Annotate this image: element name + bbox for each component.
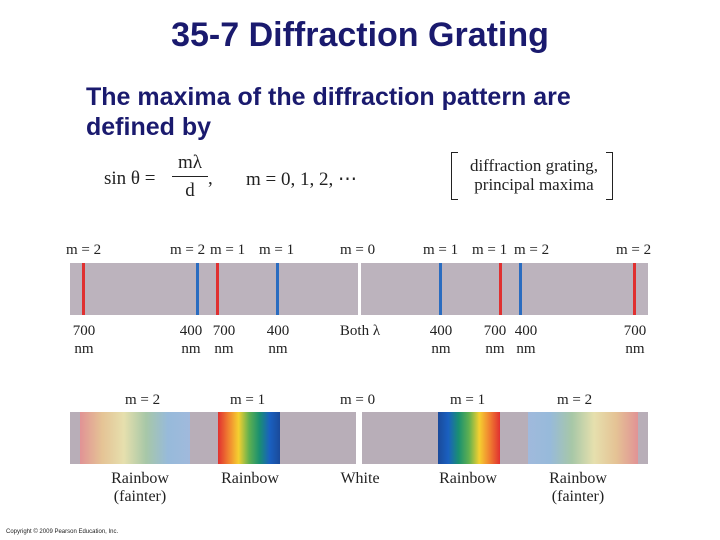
slide-title: 35-7 Diffraction Grating (171, 16, 549, 54)
spectrum-label: White (340, 470, 380, 487)
wavelength-label: 400 nm (266, 323, 290, 357)
spectral-line (633, 263, 636, 315)
spectral-line (519, 263, 522, 315)
wavelength-label: 700 nm (72, 323, 96, 357)
fig-a-order-label: m = 2 (170, 242, 206, 258)
bracket-line-2: principal maxima (474, 175, 594, 194)
rainbow-fainter-right (528, 412, 638, 464)
copyright-notice: Copyright © 2009 Pearson Education, Inc. (6, 529, 119, 535)
fig-b-order-label: m = 1 (450, 392, 486, 408)
fig-b-order-label: m = 2 (557, 392, 593, 408)
spectrum-label: Rainbow (221, 470, 279, 487)
wavelength-label: 400 nm (179, 323, 203, 357)
spectral-line (439, 263, 442, 315)
rainbow-left (218, 412, 280, 464)
spectrum-label: Rainbow (439, 470, 497, 487)
fig-b-order-label: m = 1 (230, 392, 266, 408)
line-spectrum-band (70, 263, 648, 315)
white-center (356, 412, 362, 464)
bracket-line-1: diffraction grating, (469, 156, 599, 175)
wavelength-label: 400 nm (429, 323, 453, 357)
equation-bracket-note: diffraction grating, principal maxima (451, 152, 613, 200)
spectral-line (499, 263, 502, 315)
fraction-bar (172, 176, 208, 177)
equation-numerator: mλ (178, 152, 202, 173)
spectral-line (276, 263, 279, 315)
right-bracket (606, 152, 613, 200)
fig-b-order-label: m = 0 (340, 392, 376, 408)
fig-a-order-label: m = 1 (472, 242, 508, 258)
equation-lhs: sin θ = (104, 168, 156, 189)
fig-b-order-label: m = 2 (125, 392, 161, 408)
spectral-line (82, 263, 85, 315)
spectrum-label: Rainbow (fainter) (111, 470, 169, 505)
fig-a-order-label: m = 1 (210, 242, 246, 258)
spectral-line (196, 263, 199, 315)
equation-comma: , (208, 168, 213, 189)
fig-a-order-label: m = 2 (514, 242, 550, 258)
wavelength-label: Both λ (339, 323, 381, 339)
rainbow-fainter-left (80, 412, 190, 464)
fig-a-order-label: m = 0 (340, 242, 376, 258)
left-bracket (451, 152, 458, 200)
wavelength-label: 400 nm (514, 323, 538, 357)
rainbow-right (438, 412, 500, 464)
wavelength-label: 700 nm (483, 323, 507, 357)
wavelength-label: 700 nm (623, 323, 647, 357)
fig-a-order-label: m = 2 (66, 242, 102, 258)
spectrum-label: Rainbow (fainter) (549, 470, 607, 505)
fig-a-order-label: m = 2 (616, 242, 652, 258)
fig-a-order-label: m = 1 (259, 242, 295, 258)
spectral-line (358, 263, 361, 315)
equation-condition: m = 0, 1, 2, ⋯ (246, 169, 357, 190)
spectral-line (216, 263, 219, 315)
equation-denominator: d (185, 180, 195, 201)
wavelength-label: 700 nm (212, 323, 236, 357)
continuous-spectrum-band (70, 412, 648, 464)
slide-subtitle: The maxima of the diffraction pattern ar… (86, 83, 571, 141)
fig-a-order-label: m = 1 (423, 242, 459, 258)
